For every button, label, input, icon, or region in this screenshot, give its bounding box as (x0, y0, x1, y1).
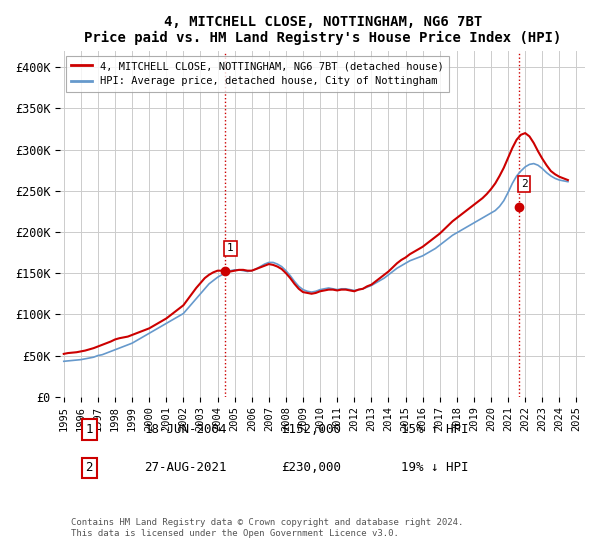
Text: Contains HM Land Registry data © Crown copyright and database right 2024.
This d: Contains HM Land Registry data © Crown c… (71, 519, 463, 538)
Text: 18-JUN-2004: 18-JUN-2004 (144, 423, 227, 436)
Text: 2: 2 (85, 461, 93, 474)
Text: 1: 1 (227, 244, 234, 254)
Legend: 4, MITCHELL CLOSE, NOTTINGHAM, NG6 7BT (detached house), HPI: Average price, det: 4, MITCHELL CLOSE, NOTTINGHAM, NG6 7BT (… (65, 56, 449, 91)
Text: 15% ↑ HPI: 15% ↑ HPI (401, 423, 469, 436)
Text: 19% ↓ HPI: 19% ↓ HPI (401, 461, 469, 474)
Text: £152,000: £152,000 (281, 423, 341, 436)
Text: 2: 2 (521, 179, 528, 189)
Text: 27-AUG-2021: 27-AUG-2021 (144, 461, 227, 474)
Title: 4, MITCHELL CLOSE, NOTTINGHAM, NG6 7BT
Price paid vs. HM Land Registry's House P: 4, MITCHELL CLOSE, NOTTINGHAM, NG6 7BT P… (84, 15, 562, 45)
Text: £230,000: £230,000 (281, 461, 341, 474)
Text: 1: 1 (85, 423, 93, 436)
